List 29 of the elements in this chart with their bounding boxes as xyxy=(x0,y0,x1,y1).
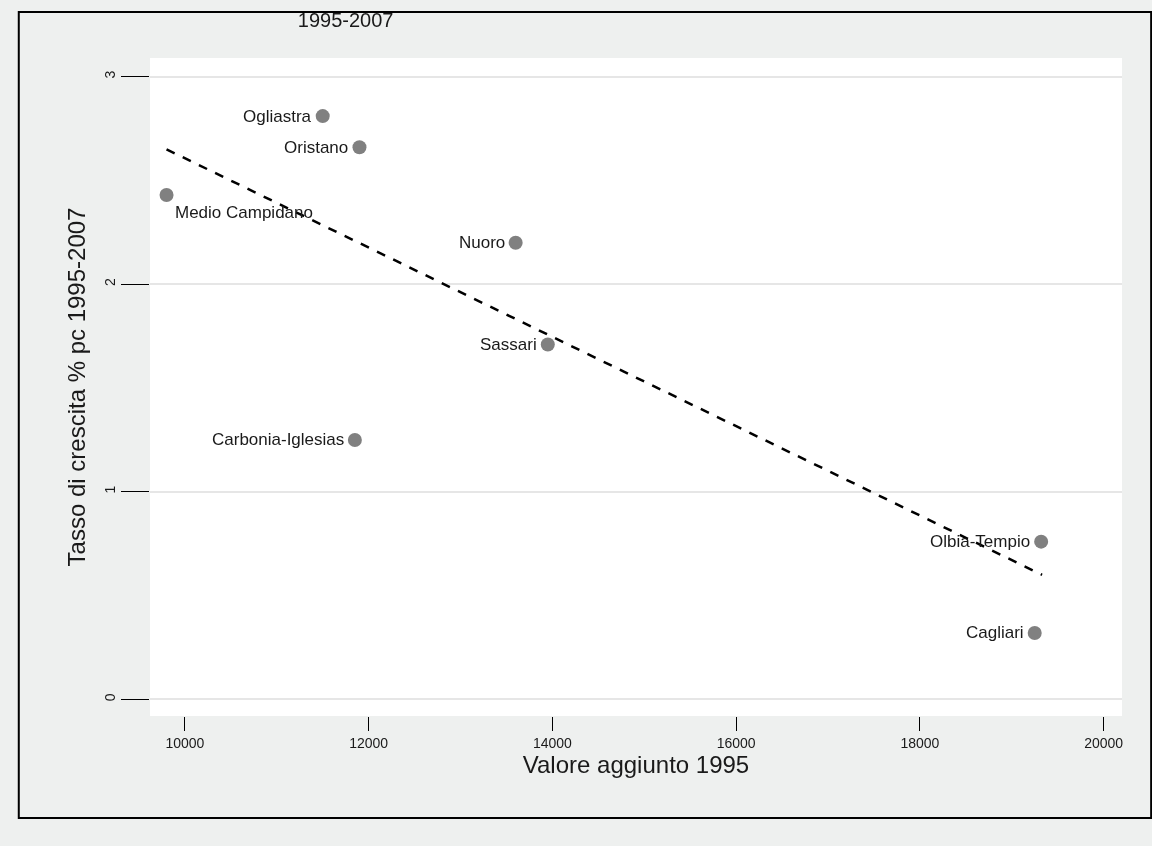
y-axis-title: Tasso di crescita % pc 1995-2007 xyxy=(62,207,90,567)
annotation: Medio Campidano xyxy=(175,203,313,222)
annotation: Carbonia-Iglesias xyxy=(212,430,345,449)
x-tick-label: 18000 xyxy=(900,734,940,751)
point xyxy=(315,109,330,124)
annotation: Sassari xyxy=(480,335,537,354)
annotation: Oristano xyxy=(284,138,349,157)
x-tick-label: 14000 xyxy=(532,734,573,751)
x-axis-title: Valore aggiunto 1995 xyxy=(522,750,750,778)
y-tick-label: 2 xyxy=(102,278,119,287)
point xyxy=(159,188,174,202)
point xyxy=(508,235,523,250)
x-tick-label: 10000 xyxy=(165,734,205,751)
point xyxy=(1027,625,1042,640)
y-tick-label: 3 xyxy=(102,70,119,79)
x-tick-label: 20000 xyxy=(1084,734,1124,751)
annotation: Olbia-Tempio xyxy=(930,532,1031,551)
point xyxy=(347,432,362,447)
annotation: Ogliastra xyxy=(243,107,312,126)
annotation: Cagliari xyxy=(966,623,1024,642)
y-tick-label: 1 xyxy=(102,485,119,494)
annotation: Nuoro xyxy=(459,233,506,252)
point xyxy=(1034,534,1049,549)
point xyxy=(540,337,555,352)
point xyxy=(352,140,367,155)
x-tick-label: 12000 xyxy=(349,734,389,751)
chart-title: 1995-2007 xyxy=(297,8,394,31)
x-tick-label: 16000 xyxy=(716,734,756,751)
y-tick-label: 0 xyxy=(102,693,119,702)
